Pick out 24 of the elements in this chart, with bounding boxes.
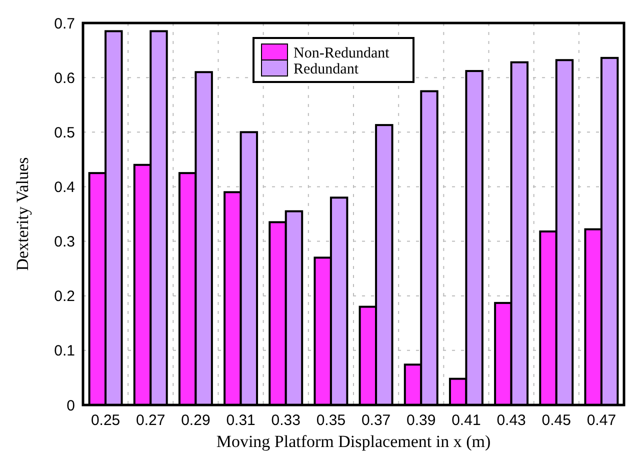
x-tick-label: 0.37 bbox=[361, 412, 391, 429]
x-tick-label: 0.45 bbox=[542, 412, 571, 429]
x-tick-label: 0.39 bbox=[406, 412, 436, 429]
y-axis-title: Dexterity Values bbox=[13, 157, 32, 271]
y-tick-label: 0.3 bbox=[54, 234, 75, 251]
x-tick-label: 0.33 bbox=[271, 412, 300, 429]
y-tick-label: 0.7 bbox=[54, 15, 75, 32]
legend-label: Non-Redundant bbox=[294, 45, 390, 62]
y-tick-label: 0.4 bbox=[54, 178, 75, 196]
x-tick-label: 0.31 bbox=[226, 412, 256, 429]
y-tick-label: 0.1 bbox=[54, 342, 75, 360]
y-tick-label: 0.2 bbox=[54, 288, 75, 306]
x-tick-label: 0.25 bbox=[90, 412, 120, 429]
x-tick-label: 0.27 bbox=[136, 412, 166, 429]
y-tick-label: 0.6 bbox=[54, 70, 75, 87]
x-tick-label: 0.41 bbox=[452, 412, 481, 429]
y-tick-label: 0 bbox=[66, 397, 75, 414]
legend-label: Redundant bbox=[294, 61, 360, 78]
x-axis-title: Moving Platform Displacement in x (m) bbox=[216, 432, 491, 451]
x-tick-label: 0.43 bbox=[496, 412, 526, 429]
x-tick-label: 0.35 bbox=[316, 412, 346, 429]
y-tick-label: 0.5 bbox=[54, 124, 75, 142]
x-tick-label: 0.29 bbox=[181, 412, 210, 429]
x-tick-label: 0.47 bbox=[586, 412, 616, 429]
